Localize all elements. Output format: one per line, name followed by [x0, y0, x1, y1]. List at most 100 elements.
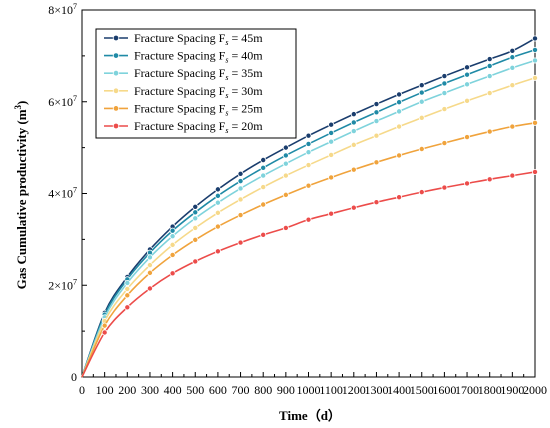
legend-label-subscript: s [225, 91, 228, 100]
x-tick-label: 900 [277, 383, 295, 397]
data-point [328, 138, 335, 145]
x-tick-label: 400 [164, 383, 182, 397]
data-point [146, 262, 153, 269]
legend-marker [112, 105, 120, 112]
data-point [509, 64, 516, 71]
legend-label-subscript: s [225, 126, 228, 135]
data-point [192, 258, 199, 265]
legend-label: Fracture Spacing Fs = 35m [134, 66, 263, 82]
legend-label: Fracture Spacing Fs = 30m [134, 84, 263, 100]
data-point [441, 184, 448, 191]
data-point [305, 140, 312, 147]
y-tick-label-base: 8×10 [48, 3, 73, 17]
data-point [146, 254, 153, 261]
data-point [464, 134, 471, 141]
legend-label-main: Fracture Spacing F [134, 101, 226, 115]
y-tick-label-exponent: 7 [73, 94, 77, 103]
data-point [418, 189, 425, 196]
data-point [509, 47, 516, 54]
x-tick-label: 600 [209, 383, 227, 397]
data-point [328, 210, 335, 217]
data-point [146, 269, 153, 276]
data-point [464, 97, 471, 104]
x-tick-label: 1400 [387, 383, 411, 397]
legend-label-suffix: = 40m [228, 49, 263, 63]
x-tick-label: 1700 [455, 383, 479, 397]
data-point [396, 99, 403, 106]
data-point [396, 123, 403, 130]
legend-label: Fracture Spacing Fs = 45m [134, 31, 263, 47]
legend-label-main: Fracture Spacing F [134, 31, 226, 45]
legend-label: Fracture Spacing Fs = 20m [134, 119, 263, 135]
legend-label-suffix: = 25m [228, 101, 263, 115]
x-tick-label: 1800 [478, 383, 502, 397]
data-point [305, 216, 312, 223]
data-point [350, 166, 357, 173]
series-4 [81, 119, 539, 378]
data-point [486, 73, 493, 80]
data-point [169, 251, 176, 258]
legend-item: Fracture Spacing Fs = 20m [104, 119, 263, 135]
data-point [124, 292, 131, 299]
data-point [328, 174, 335, 181]
data-point [192, 236, 199, 243]
data-point [328, 129, 335, 136]
y-tick-label-base: 4×10 [48, 187, 73, 201]
y-tick-label-exponent: 7 [73, 277, 77, 286]
data-point [237, 239, 244, 246]
legend-label: Fracture Spacing Fs = 40m [134, 49, 263, 65]
y-tick-label-exponent: 7 [73, 186, 77, 195]
data-point [396, 91, 403, 98]
data-point [418, 98, 425, 105]
x-tick-label: 800 [254, 383, 272, 397]
legend-label-main: Fracture Spacing F [134, 84, 226, 98]
legend-item: Fracture Spacing Fs = 35m [104, 66, 263, 82]
data-point [214, 223, 221, 230]
data-point [532, 168, 539, 175]
legend-label-subscript: s [225, 108, 228, 117]
data-point [214, 192, 221, 199]
y-axis-title: Gas Cumulative productivity (m3) [13, 101, 29, 290]
series-1 [81, 46, 539, 378]
x-tick-label: 300 [141, 383, 159, 397]
data-point [486, 62, 493, 69]
data-point [441, 140, 448, 147]
data-point [509, 172, 516, 179]
y-tick-label: 8×107 [48, 2, 77, 17]
y-axis-title-sup: 3 [13, 104, 23, 109]
data-point [124, 279, 131, 286]
legend-marker [112, 69, 120, 77]
legend-label: Fracture Spacing Fs = 25m [134, 101, 263, 117]
data-point [282, 152, 289, 159]
data-point [350, 141, 357, 148]
data-point [260, 231, 267, 238]
y-tick-label-base: 0 [71, 370, 77, 384]
data-point [214, 186, 221, 193]
data-point [486, 56, 493, 63]
data-point [441, 80, 448, 87]
data-point [464, 64, 471, 71]
data-point [214, 209, 221, 216]
y-tick-label-exponent: 7 [73, 2, 77, 11]
data-point [260, 164, 267, 171]
series-3 [81, 74, 539, 378]
x-axis-ticks: 0 100 200 300 400 500 600 700 800 900 100011001200… [79, 372, 547, 397]
legend-label-main: Fracture Spacing F [134, 49, 226, 63]
y-tick-label: 4×107 [48, 186, 77, 201]
data-point [260, 184, 267, 191]
legend-label-subscript: s [225, 38, 228, 47]
data-point [418, 114, 425, 121]
data-point [373, 118, 380, 125]
x-tick-label: 500 [186, 383, 204, 397]
legend-marker [112, 87, 120, 94]
data-point [350, 119, 357, 126]
x-axis-title: Time（d） [279, 408, 341, 423]
data-point [486, 176, 493, 183]
data-point [305, 182, 312, 189]
data-point [192, 203, 199, 210]
data-point [282, 191, 289, 198]
x-tick-label: 1200 [342, 383, 366, 397]
data-point [396, 108, 403, 115]
